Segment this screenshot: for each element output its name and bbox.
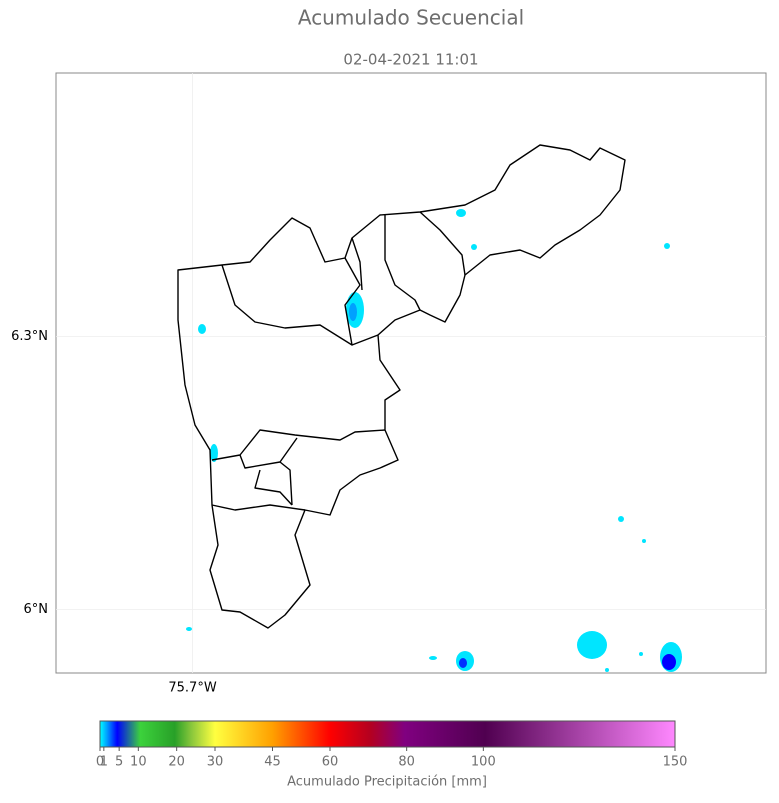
colorbar-tick-label: 1 xyxy=(100,755,108,770)
colorbar-tick-label: 150 xyxy=(663,755,688,770)
graticule xyxy=(56,73,766,673)
map-frame xyxy=(55,72,767,674)
lat-tick-label: 6°N xyxy=(24,602,49,617)
colorbar-tick-label: 10 xyxy=(130,755,147,770)
colorbar-tick-label: 0 xyxy=(96,755,104,770)
colorbar-tick-label: 45 xyxy=(264,755,281,770)
title: Acumulado Secuencial xyxy=(298,6,524,30)
colorbar-label: Acumulado Precipitación [mm] xyxy=(287,775,487,790)
lon-tick-label: 75.7°W xyxy=(168,681,216,696)
colorbar-tick-label: 60 xyxy=(322,755,339,770)
colorbar xyxy=(99,720,676,748)
colorbar-tick-label: 80 xyxy=(398,755,415,770)
colorbar-tick-label: 5 xyxy=(115,755,123,770)
colorbar-tick-label: 20 xyxy=(168,755,185,770)
lat-tick-label: 6.3°N xyxy=(11,329,48,344)
subtitle: 02-04-2021 11:01 xyxy=(343,51,478,69)
colorbar-tick-label: 100 xyxy=(471,755,496,770)
boundaries xyxy=(177,144,626,629)
colorbar-tick-label: 30 xyxy=(207,755,224,770)
precipitation xyxy=(186,209,682,672)
